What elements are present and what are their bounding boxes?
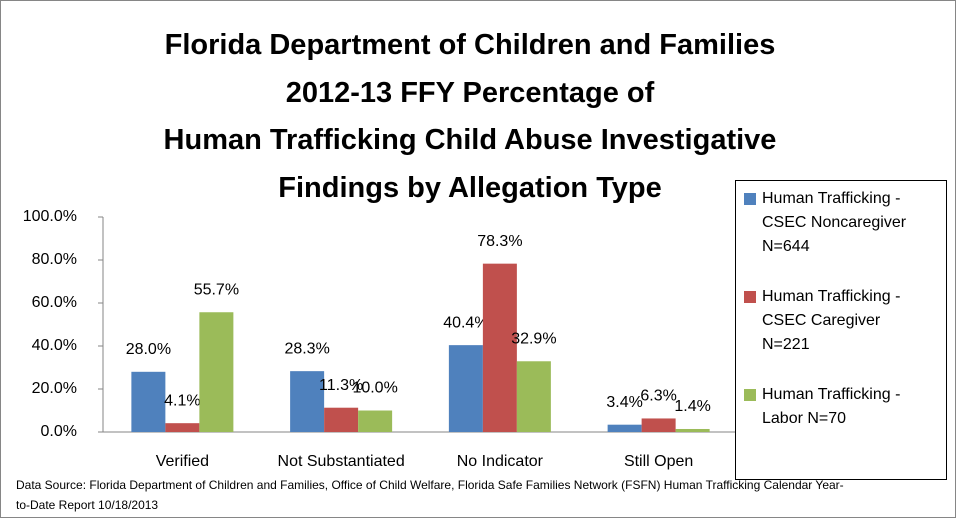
x-tick-label: Still Open	[624, 453, 693, 470]
value-label: 11.3%	[319, 377, 363, 394]
legend-swatch	[744, 389, 756, 401]
x-tick-label: Verified	[156, 453, 209, 470]
value-label: 28.0%	[126, 341, 171, 358]
value-label: 40.4%	[443, 314, 488, 331]
bar	[358, 410, 393, 432]
y-tick-label: 80.0%	[32, 251, 77, 268]
legend-entry: Human Trafficking - CSEC Caregiver N=221	[744, 285, 946, 357]
bar	[448, 345, 483, 432]
value-label: 10.0%	[352, 380, 397, 397]
bar	[675, 428, 710, 432]
value-label: 4.1%	[164, 392, 200, 409]
source-note: Data Source: Florida Department of Child…	[16, 478, 844, 512]
y-tick-label: 60.0%	[32, 294, 77, 311]
value-label: 6.3%	[640, 388, 676, 405]
legend-label: Human Trafficking - CSEC Noncaregiver N=…	[762, 190, 907, 255]
value-label: 3.4%	[606, 394, 642, 411]
chart-title: Florida Department of Children and Famil…	[163, 29, 777, 204]
value-label: 55.7%	[194, 281, 239, 298]
value-label: 78.3%	[477, 233, 522, 250]
y-tick-label: 40.0%	[32, 337, 77, 354]
bar	[199, 312, 234, 432]
bar	[482, 263, 517, 432]
bar	[607, 424, 642, 432]
legend: Human Trafficking - CSEC Noncaregiver N=…	[735, 180, 947, 480]
legend-label: Human Trafficking - CSEC Caregiver N=221	[762, 288, 901, 353]
legend-entry: Human Trafficking - CSEC Noncaregiver N=…	[744, 187, 946, 259]
x-tick-label: No Indicator	[457, 453, 544, 470]
legend-entry: Human Trafficking - Labor N=70	[744, 383, 946, 431]
y-tick-label: 100.0%	[23, 208, 77, 225]
legend-swatch	[744, 291, 756, 303]
bar	[290, 371, 325, 432]
bar	[516, 361, 551, 432]
y-tick-label: 20.0%	[32, 380, 77, 397]
x-tick-label: Not Substantiated	[278, 453, 405, 470]
bar	[131, 371, 166, 432]
value-label: 32.9%	[511, 330, 556, 347]
bar	[324, 407, 359, 432]
legend-swatch	[744, 193, 756, 205]
bar	[165, 423, 200, 432]
value-label: 1.4%	[674, 398, 710, 415]
legend-label: Human Trafficking - Labor N=70	[762, 386, 901, 427]
y-tick-label: 0.0%	[41, 423, 77, 440]
bar	[641, 418, 676, 432]
value-label: 28.3%	[284, 340, 329, 357]
